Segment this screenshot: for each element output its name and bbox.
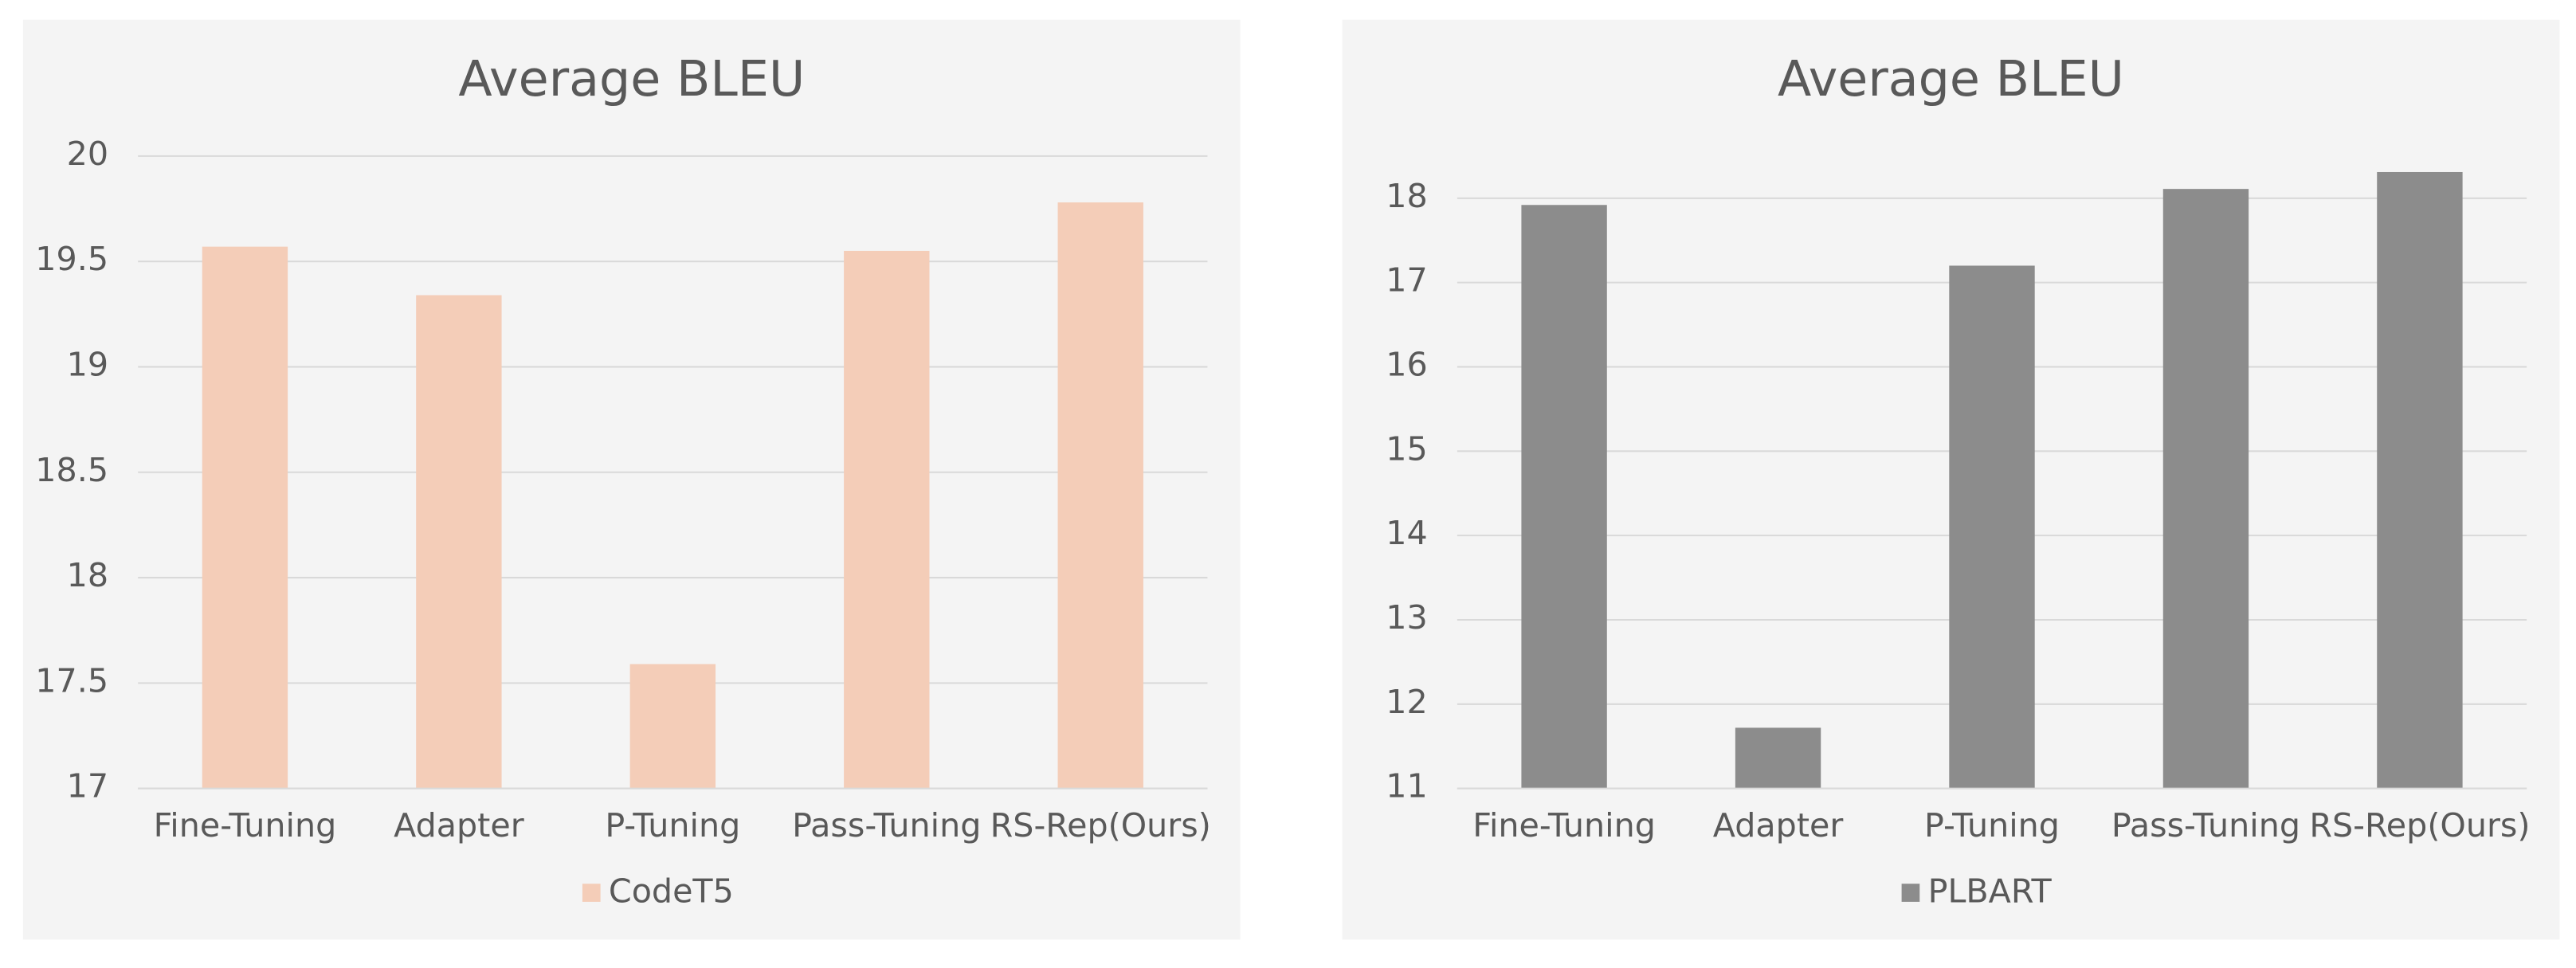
- x-tick-label: Pass-Tuning: [2111, 806, 2300, 845]
- y-tick-label: 14: [1386, 514, 1427, 552]
- x-tick-label: Adapter: [394, 806, 524, 845]
- x-tick-label: Fine-Tuning: [1472, 806, 1656, 845]
- y-tick-label: 20: [67, 135, 108, 173]
- y-tick-label: 18: [67, 556, 108, 594]
- y-tick-label: 11: [1386, 767, 1427, 805]
- y-tick-label: 17: [67, 767, 108, 805]
- bar: [1949, 265, 2035, 789]
- y-tick-label: 17.5: [35, 661, 108, 700]
- y-tick-label: 18: [1386, 177, 1427, 215]
- bar: [1057, 202, 1143, 789]
- bar: [2377, 171, 2463, 789]
- y-tick-label: 15: [1386, 429, 1427, 468]
- y-tick-label: 19: [67, 345, 108, 383]
- bar: [2162, 189, 2249, 789]
- x-tick-label: Pass-Tuning: [792, 806, 981, 845]
- bar: [416, 295, 502, 789]
- y-tick-label: 12: [1386, 683, 1427, 721]
- y-tick-label: 19.5: [35, 240, 108, 278]
- x-tick-label: RS-Rep(Ours): [990, 806, 1211, 845]
- y-tick-label: 17: [1386, 261, 1427, 300]
- chart-title: Average BLEU: [1778, 50, 2124, 108]
- bar: [1521, 205, 1607, 789]
- chart-title: Average BLEU: [458, 50, 805, 108]
- x-tick-label: Fine-Tuning: [154, 806, 337, 845]
- y-tick-label: 18.5: [35, 451, 108, 489]
- bar: [629, 664, 716, 789]
- bar: [844, 250, 930, 789]
- legend-label: CodeT5: [609, 872, 734, 911]
- legend-swatch: [582, 884, 601, 902]
- x-tick-label: Adapter: [1713, 806, 1844, 845]
- bar: [202, 246, 288, 789]
- legend-label: PLBART: [1928, 872, 2053, 911]
- bar: [1735, 727, 1821, 789]
- x-tick-label: P-Tuning: [605, 806, 740, 845]
- x-tick-label: RS-Rep(Ours): [2309, 806, 2530, 845]
- y-tick-label: 16: [1386, 345, 1427, 383]
- y-tick-label: 13: [1386, 598, 1427, 637]
- x-tick-label: P-Tuning: [1924, 806, 2060, 845]
- legend-swatch: [1901, 884, 1920, 902]
